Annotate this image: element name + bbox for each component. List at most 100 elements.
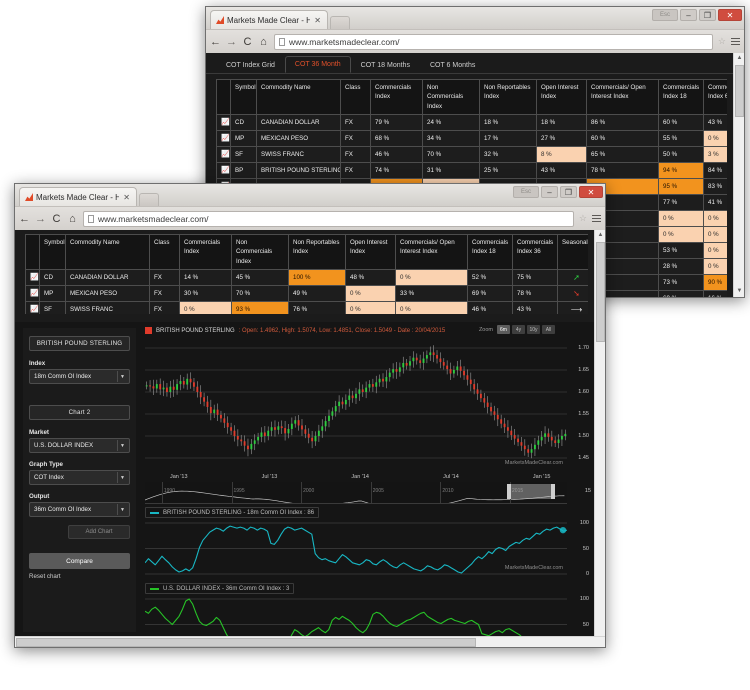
col-seasonality[interactable]: Seasonality: [557, 234, 588, 270]
compare-button[interactable]: Compare: [29, 553, 130, 569]
col-commercials-open-interest-index[interactable]: Commercials/ Open Interest Index: [395, 234, 468, 270]
back-browser-tab[interactable]: Markets Made Clear - Ho ✕: [210, 10, 328, 29]
col-non-reportables-index[interactable]: Non Reportables Index: [288, 234, 346, 270]
col-commercials-index-18[interactable]: Commercials Index 18: [467, 234, 513, 270]
back-scroll-up-arrow[interactable]: ▲: [734, 53, 744, 64]
add-chart-button[interactable]: Add Chart: [68, 525, 130, 539]
front-browser-tab[interactable]: Markets Made Clear - Ho ✕: [19, 187, 137, 206]
back-chrome-menu-icon[interactable]: [731, 37, 740, 46]
candlestick-plot[interactable]: [145, 337, 567, 469]
tab-cot-36-month[interactable]: COT 36 Month: [284, 56, 351, 73]
back-browser-window[interactable]: Markets Made Clear - Ho ✕ Esc – ❐ ✕ ← → …: [205, 6, 745, 298]
front-tabstrip[interactable]: Markets Made Clear - Ho ✕: [19, 184, 159, 206]
front-scroll-up-arrow[interactable]: ▲: [595, 230, 605, 241]
tab-cot-18-months[interactable]: COT 18 Months: [360, 62, 410, 69]
col-non-commercials-index[interactable]: Non Commercials Index: [231, 234, 289, 270]
front-chrome-menu-icon[interactable]: [592, 214, 601, 223]
chevron-down-icon[interactable]: ▼: [120, 474, 125, 481]
back-vertical-scrollbar[interactable]: ▲ ▼: [733, 53, 744, 297]
row-chart-icon[interactable]: 📈: [216, 113, 231, 131]
col-commercials-index-18[interactable]: Commercials Index 18: [658, 79, 704, 115]
tab-cot-6-months[interactable]: COT 6 Months: [429, 62, 476, 69]
zoom-10y-button[interactable]: 10y: [527, 325, 540, 334]
row-chart-icon[interactable]: 📈: [25, 284, 40, 302]
col-commercials-index[interactable]: Commercials Index: [179, 234, 232, 270]
back-scroll-thumb[interactable]: [735, 65, 744, 117]
col-class[interactable]: Class: [340, 79, 371, 115]
back-nav-home-icon[interactable]: ⌂: [260, 35, 267, 48]
table-row[interactable]: 📈 CD CANADIAN DOLLAR FX 79 % 24 % 18 % 18 % 86 %…: [216, 113, 727, 131]
row-chart-icon[interactable]: 📈: [216, 161, 231, 179]
back-browser-toolbar[interactable]: ← → C ⌂ www.marketsmadeclear.com/ ☆: [206, 29, 744, 53]
col-class[interactable]: Class: [149, 234, 180, 270]
col-non-commercials-index[interactable]: Non Commercials Index: [422, 79, 480, 115]
sub1-plot[interactable]: [145, 520, 567, 577]
row-chart-icon[interactable]: 📈: [25, 300, 40, 314]
range-navigator[interactable]: 1990 1995 2000 2005 2010 2015 15: [145, 482, 591, 504]
front-restore-ghost-button[interactable]: Esc: [513, 186, 539, 198]
back-scroll-down-arrow[interactable]: ▼: [734, 286, 744, 297]
back-nav-reload-icon[interactable]: C: [243, 35, 252, 48]
back-nav-back-icon[interactable]: ←: [210, 35, 221, 48]
col-commercials-open-interest-index[interactable]: Commercials/ Open Interest Index: [586, 79, 659, 115]
reset-chart-link[interactable]: Reset chart: [29, 573, 61, 580]
sub2-legend[interactable]: U.S. DOLLAR INDEX - 36m Comm OI Index : …: [145, 583, 295, 594]
chevron-down-icon[interactable]: ▼: [120, 373, 125, 380]
front-vertical-scrollbar[interactable]: ▲ ▼: [594, 230, 605, 647]
col-commercials-index-6[interactable]: Commercials Index 6: [703, 79, 727, 115]
sub1-legend[interactable]: BRITISH POUND STERLING - 18m Comm OI Ind…: [145, 507, 320, 518]
col-open-interest-index[interactable]: Open Interest Index: [345, 234, 396, 270]
col-open-interest-index[interactable]: Open Interest Index: [536, 79, 587, 115]
table-row[interactable]: 📈 SF SWISS FRANC FX 46 % 70 % 32 % 8 % 65 % 50 % 3…: [216, 145, 727, 163]
candlestick-panel[interactable]: 1.70 1.65 1.60 1.55 1.50 1.45 Jan '13 Jul '13 J…: [145, 337, 591, 480]
instrument-button[interactable]: BRITISH POUND STERLING: [29, 336, 130, 351]
col-commodity-name[interactable]: Commodity Name: [256, 79, 341, 115]
front-browser-toolbar[interactable]: ← → C ⌂ www.marketsmadeclear.com/ ☆: [15, 206, 605, 230]
back-minimize-button[interactable]: –: [680, 9, 697, 21]
sub2-plot[interactable]: [145, 596, 567, 647]
front-window-titlebar[interactable]: Markets Made Clear - Ho ✕ Esc – ❐ ✕: [15, 184, 605, 206]
row-chart-icon[interactable]: 📈: [216, 145, 231, 163]
table-row[interactable]: 📈 MP MEXICAN PESO FX 68 % 34 % 17 % 27 % 60 % 55 …: [216, 129, 727, 147]
back-restore-ghost-button[interactable]: Esc: [652, 9, 678, 21]
col-commercials-index[interactable]: Commercials Index: [370, 79, 423, 115]
back-nav-forward-icon[interactable]: →: [226, 35, 237, 48]
table-row[interactable]: 📈 MP MEXICAN PESO FX 30 % 70 % 49 % 0 % 33 % 69 %…: [25, 284, 588, 302]
col-commercials-index-36[interactable]: Commercials Index 36: [512, 234, 558, 270]
back-close-button[interactable]: ✕: [718, 9, 742, 21]
chart2-button[interactable]: Chart 2: [29, 405, 130, 420]
front-horizontal-scrollbar[interactable]: [15, 636, 605, 647]
new-tab-button[interactable]: [330, 16, 350, 29]
front-window-controls[interactable]: Esc – ❐ ✕: [513, 186, 603, 198]
front-scroll-thumb[interactable]: [596, 242, 605, 342]
back-tabstrip[interactable]: Markets Made Clear - Ho ✕: [210, 7, 350, 29]
front-nav-reload-icon[interactable]: C: [52, 212, 61, 225]
new-tab-button[interactable]: [139, 193, 159, 206]
front-nav-back-icon[interactable]: ←: [19, 212, 30, 225]
output-select[interactable]: 36m Comm OI Index ▼: [29, 502, 130, 517]
back-cot-tabbar[interactable]: COT Index Grid COT 36 Month COT 18 Month…: [206, 53, 744, 74]
chevron-down-icon[interactable]: ▼: [120, 506, 125, 513]
front-hscroll-thumb[interactable]: [16, 638, 476, 647]
front-close-button[interactable]: ✕: [579, 186, 603, 198]
zoom-range-group[interactable]: Zoom 6m 4y 10y All: [479, 325, 555, 334]
front-nav-forward-icon[interactable]: →: [35, 212, 46, 225]
close-tab-icon[interactable]: ✕: [123, 192, 130, 202]
col-symbol[interactable]: Symbol: [39, 234, 66, 270]
market-select[interactable]: U.S. DOLLAR INDEX ▼: [29, 438, 130, 453]
zoom-all-button[interactable]: All: [542, 325, 555, 334]
back-window-titlebar[interactable]: Markets Made Clear - Ho ✕ Esc – ❐ ✕: [206, 7, 744, 29]
col-commodity-name[interactable]: Commodity Name: [65, 234, 150, 270]
back-bookmark-star-icon[interactable]: ☆: [717, 36, 726, 46]
table-row[interactable]: 📈 CD CANADIAN DOLLAR FX 14 % 45 % 100 % 48 % 0 %…: [25, 268, 588, 286]
graph-type-select[interactable]: COT Index ▼: [29, 470, 130, 485]
index-select[interactable]: 18m Comm OI Index ▼: [29, 369, 130, 384]
front-maximize-button[interactable]: ❐: [560, 186, 577, 198]
front-nav-home-icon[interactable]: ⌂: [69, 212, 76, 225]
navigator-selection-handle[interactable]: [507, 484, 555, 499]
chevron-down-icon[interactable]: ▼: [120, 442, 125, 449]
front-minimize-button[interactable]: –: [541, 186, 558, 198]
back-maximize-button[interactable]: ❐: [699, 9, 716, 21]
col-non-reportables-index[interactable]: Non Reportables Index: [479, 79, 537, 115]
front-browser-window[interactable]: Markets Made Clear - Ho ✕ Esc – ❐ ✕ ← → …: [14, 183, 606, 648]
